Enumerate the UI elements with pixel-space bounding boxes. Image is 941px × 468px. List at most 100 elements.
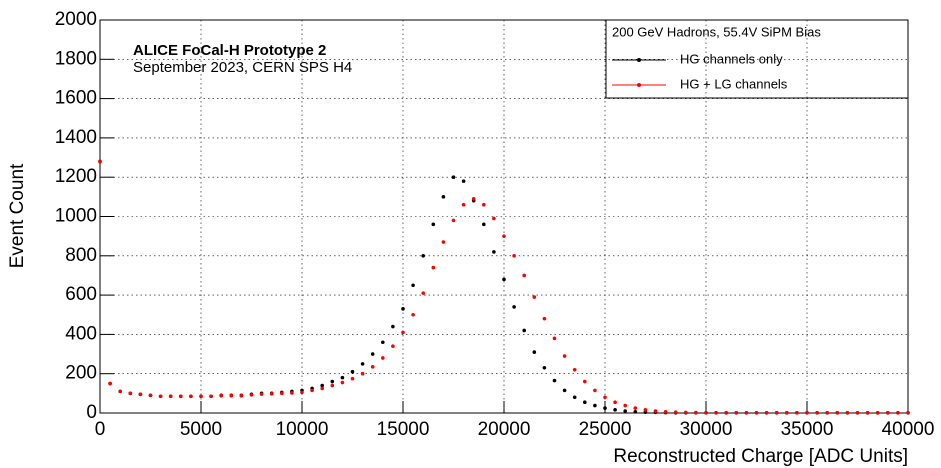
y-tick-label: 1400 (55, 127, 97, 148)
data-point (209, 394, 213, 399)
data-point (512, 305, 516, 309)
data-point (906, 411, 910, 415)
data-point (865, 411, 870, 415)
data-point (734, 411, 739, 415)
data-point (653, 409, 658, 413)
data-point (189, 394, 193, 399)
data-point (381, 340, 385, 345)
y-tick-label: 1800 (55, 48, 97, 69)
data-point (764, 411, 769, 415)
data-point (593, 388, 597, 393)
data-point (795, 411, 799, 415)
data-point (502, 277, 506, 282)
data-point (461, 179, 466, 183)
data-point (259, 392, 264, 396)
data-point (441, 195, 446, 199)
data-point (572, 367, 577, 372)
data-point (401, 330, 405, 335)
data-point (431, 265, 436, 270)
x-tick-label: 40000 (882, 419, 935, 440)
data-point (219, 393, 223, 398)
data-point (320, 383, 325, 388)
annotation: ALICE FoCal-H Prototype 2 (133, 42, 326, 59)
legend-marker (637, 83, 641, 87)
data-point (562, 388, 567, 393)
data-point (845, 411, 850, 415)
data-point (158, 394, 163, 399)
legend-label: HG + LG channels (680, 76, 788, 91)
data-point (805, 411, 809, 415)
annotation: September 2023, CERN SPS H4 (133, 59, 352, 76)
legend-title: 200 GeV Hadrons, 55.4V SiPM Bias (612, 24, 821, 39)
data-point (603, 395, 607, 400)
x-tick-label: 5000 (180, 419, 222, 440)
x-tick-label: 35000 (781, 419, 834, 440)
data-point (451, 218, 456, 223)
data-point (572, 395, 577, 400)
data-point (330, 383, 335, 388)
data-point (360, 362, 365, 366)
data-point (482, 202, 486, 207)
data-point (886, 411, 890, 415)
data-point (461, 202, 466, 207)
data-point (350, 376, 355, 381)
x-tick-label: 10000 (276, 419, 329, 440)
data-point (532, 350, 537, 354)
data-point (785, 411, 789, 415)
data-point (673, 410, 678, 415)
data-point (370, 365, 375, 369)
data-point (391, 344, 395, 348)
data-point (411, 312, 415, 317)
data-point (744, 411, 749, 415)
y-tick-label: 0 (86, 402, 97, 423)
x-tick-label: 25000 (579, 419, 632, 440)
data-point (724, 411, 728, 415)
data-point (896, 411, 900, 415)
data-point (694, 410, 698, 415)
data-point (249, 393, 254, 397)
data-point (754, 411, 759, 415)
data-point (310, 388, 314, 393)
y-axis-label: Event Count (7, 163, 28, 268)
x-axis-label: Reconstructed Charge [ADC Units] (613, 446, 908, 467)
y-tick-label: 600 (65, 284, 97, 305)
data-point (229, 393, 234, 398)
y-tick-label: 2000 (55, 9, 97, 30)
data-point (300, 390, 304, 395)
data-point (138, 392, 143, 397)
data-point (290, 391, 294, 395)
data-point (835, 411, 840, 415)
data-point (492, 250, 496, 254)
data-point (875, 411, 880, 415)
data-point (199, 394, 203, 399)
data-point (855, 411, 860, 415)
x-tick-label: 15000 (377, 419, 430, 440)
data-point (825, 411, 829, 415)
legend-marker (637, 58, 641, 62)
data-point (583, 400, 587, 404)
data-point (179, 394, 183, 399)
data-point (168, 394, 173, 399)
data-point (522, 328, 526, 333)
data-point (482, 222, 486, 227)
data-point (401, 307, 405, 311)
data-point (613, 408, 617, 412)
legend-label: HG channels only (680, 51, 783, 66)
x-tick-label: 0 (95, 419, 106, 440)
data-point (360, 371, 365, 376)
data-point (451, 175, 456, 179)
data-point (542, 366, 547, 370)
data-point (98, 159, 102, 164)
data-point (623, 409, 627, 413)
data-point (552, 378, 557, 383)
data-point (320, 386, 325, 391)
data-point (381, 356, 385, 360)
data-point (522, 273, 526, 278)
data-point (502, 234, 506, 238)
data-point (441, 240, 446, 244)
data-point (643, 408, 648, 412)
y-tick-label: 1600 (55, 88, 97, 109)
data-point (370, 352, 375, 356)
data-point (330, 379, 335, 384)
